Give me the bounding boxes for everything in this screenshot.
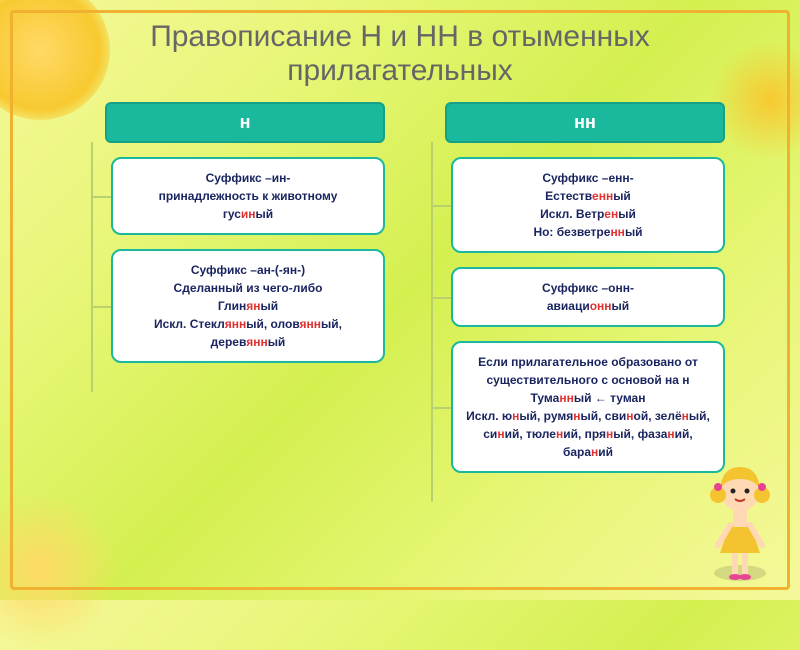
rule-line: Глиняный bbox=[125, 297, 371, 315]
column-header-n: н bbox=[105, 102, 385, 143]
page-title: Правописание Н и НН в отыменных прилагат… bbox=[0, 0, 800, 102]
rule-line: Суффикс –енн- bbox=[465, 169, 711, 187]
diagram-columns: н Суффикс –ин-принадлежность к животному… bbox=[0, 102, 800, 487]
rule-box: Суффикс –енн-ЕстественныйИскл. ВетреныйН… bbox=[451, 157, 725, 253]
rule-box: Суффикс –онн-авиационный bbox=[451, 267, 725, 327]
connector-horizontal bbox=[431, 407, 451, 409]
rule-line: Суффикс –ин- bbox=[125, 169, 371, 187]
rule-line: Искл. юный, румяный, свиной, зелёный, си… bbox=[465, 407, 711, 461]
rule-box: Суффикс –ин-принадлежность к животномугу… bbox=[111, 157, 385, 235]
rule-line: Искл. Ветреный bbox=[465, 205, 711, 223]
rule-line: гусиный bbox=[125, 205, 371, 223]
rule-box-wrap: Если прилагательное образовано от сущест… bbox=[415, 341, 725, 473]
rule-line: Если прилагательное образовано от сущест… bbox=[465, 353, 711, 389]
rule-box-wrap: Суффикс –онн-авиационный bbox=[415, 267, 725, 327]
connector-horizontal bbox=[431, 297, 451, 299]
rule-box-wrap: Суффикс –ан-(-ян-)Сделанный из чего-либо… bbox=[75, 249, 385, 363]
column-nn: нн Суффикс –енн-ЕстественныйИскл. Ветрен… bbox=[415, 102, 725, 487]
rule-line: Искл. Стеклянный, оловянный, деревянный bbox=[125, 315, 371, 351]
rule-line: принадлежность к животному bbox=[125, 187, 371, 205]
rule-line: Сделанный из чего-либо bbox=[125, 279, 371, 297]
rule-box-wrap: Суффикс –ин-принадлежность к животномугу… bbox=[75, 157, 385, 235]
rule-box-wrap: Суффикс –енн-ЕстественныйИскл. ВетреныйН… bbox=[415, 157, 725, 253]
column-n: н Суффикс –ин-принадлежность к животному… bbox=[75, 102, 385, 487]
rule-box: Если прилагательное образовано от сущест… bbox=[451, 341, 725, 473]
cartoon-girl-icon bbox=[700, 453, 780, 588]
rule-box: Суффикс –ан-(-ян-)Сделанный из чего-либо… bbox=[111, 249, 385, 363]
connector-horizontal bbox=[91, 196, 111, 198]
rule-line: Туманный ← туман bbox=[465, 389, 711, 407]
column-header-nn: нн bbox=[445, 102, 725, 143]
connector-horizontal bbox=[431, 205, 451, 207]
rule-line: Суффикс –онн- bbox=[465, 279, 711, 297]
rule-line: Суффикс –ан-(-ян-) bbox=[125, 261, 371, 279]
rule-line: Естественный bbox=[465, 187, 711, 205]
connector-horizontal bbox=[91, 306, 111, 308]
rule-line: авиационный bbox=[465, 297, 711, 315]
rule-line: Но: безветренный bbox=[465, 223, 711, 241]
